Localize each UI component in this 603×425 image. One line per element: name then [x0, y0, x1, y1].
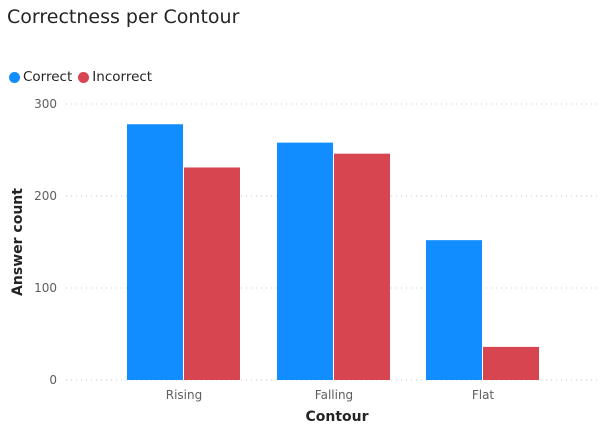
legend-item-correct[interactable]: Correct	[9, 69, 72, 85]
y-axis-title: Answer count	[10, 188, 26, 296]
bar-correct-falling	[277, 142, 333, 380]
bar-incorrect-falling	[334, 153, 390, 380]
bar-correct-rising	[127, 124, 183, 381]
chart-title: Correctness per Contour	[7, 6, 240, 28]
x-axis-title: Contour	[305, 409, 368, 425]
legend-label-correct: Correct	[23, 69, 73, 85]
legend: Correct Incorrect	[9, 69, 158, 85]
y-tick-label: 0	[49, 373, 57, 387]
y-tick-label: 300	[34, 97, 57, 111]
x-tick-label: Rising	[166, 388, 202, 402]
x-tick-label: Flat	[472, 388, 495, 402]
y-tick-label: 100	[34, 281, 57, 295]
legend-item-incorrect[interactable]: Incorrect	[78, 69, 152, 85]
bar-correct-flat	[426, 240, 482, 380]
x-tick-label: Falling	[315, 388, 353, 402]
bar-incorrect-rising	[184, 167, 240, 380]
legend-swatch-incorrect	[78, 71, 90, 83]
bar-incorrect-flat	[483, 346, 539, 380]
y-tick-label: 200	[34, 189, 57, 203]
legend-label-incorrect: Incorrect	[92, 69, 153, 85]
legend-swatch-correct	[9, 71, 20, 83]
